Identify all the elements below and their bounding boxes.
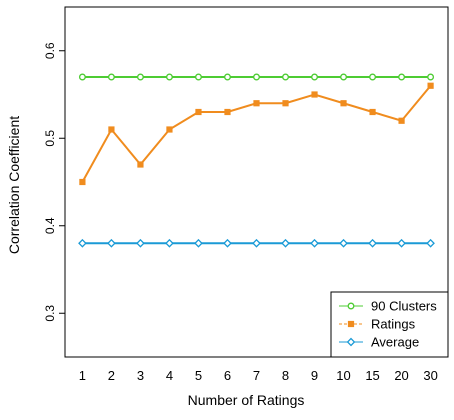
- plot-frame: [64, 6, 449, 358]
- series-2-point: [427, 82, 434, 89]
- series-3-point: [194, 238, 203, 248]
- x-tick-label: 8: [282, 368, 289, 383]
- series-3-point: [107, 238, 116, 248]
- legend-label-1: 90 Clusters: [371, 299, 437, 314]
- y-axis-title: Correlation Coefficient: [6, 116, 22, 254]
- y-tick-label: 0.6: [43, 42, 57, 59]
- series-1-point: [78, 73, 86, 81]
- legend-label-3: Average: [371, 335, 419, 350]
- x-axis-title: Number of Ratings: [188, 392, 305, 408]
- series-3-point: [310, 238, 319, 248]
- series-layer: [78, 73, 435, 248]
- x-tick-label: 20: [394, 368, 408, 383]
- series-3-point: [223, 238, 232, 248]
- series-3-point: [136, 238, 145, 248]
- series-1-point: [195, 73, 202, 81]
- x-tick-label: 4: [166, 368, 173, 383]
- series-2-point: [340, 100, 347, 107]
- series-1-point: [253, 73, 260, 81]
- series-1-point: [427, 73, 435, 81]
- x-tick-label: 9: [311, 368, 318, 383]
- series-2-point: [79, 178, 86, 186]
- series-3-point: [165, 238, 174, 248]
- series-3-point: [252, 238, 261, 248]
- series-2-point: [253, 100, 260, 107]
- series-1-point: [166, 73, 173, 81]
- x-tick-label: 3: [137, 368, 144, 383]
- series-3-point: [339, 238, 348, 248]
- series-2-point: [166, 126, 173, 133]
- series-2-point: [195, 108, 202, 116]
- x-tick-label: 1: [79, 368, 86, 383]
- series-2-point: [311, 91, 318, 98]
- x-tick-label: 2: [108, 368, 115, 383]
- x-tick-label: 15: [365, 368, 379, 383]
- series-2-point: [224, 108, 231, 116]
- legend-marker-1: [347, 302, 355, 310]
- axes-layer: 0.3 0.4 0.5 0.6 1 2 3 4 5 6 7 8 9 10 15 20 30: [43, 6, 449, 383]
- x-tick-label: 7: [253, 368, 260, 383]
- series-1-point: [369, 73, 377, 81]
- series-2-point: [369, 108, 376, 116]
- legend-marker-2: [347, 320, 355, 328]
- series-3-point: [281, 238, 290, 248]
- series-2-point: [398, 117, 405, 124]
- series-1-point: [311, 73, 318, 81]
- y-tick-label: 0.5: [43, 130, 57, 147]
- legend: 90 Clusters Ratings Average: [330, 291, 449, 358]
- series-3-point: [78, 238, 87, 248]
- series-3-point: [368, 238, 377, 248]
- series-1-point: [224, 73, 231, 81]
- x-tick-label: 5: [195, 368, 202, 383]
- series-1-point: [398, 73, 406, 81]
- legend-label-2: Ratings: [371, 317, 416, 332]
- y-tick-label: 0.4: [43, 217, 57, 234]
- series-1-point: [340, 73, 347, 81]
- legend-marker-3: [346, 337, 356, 347]
- series-3-point: [426, 238, 435, 248]
- x-tick-label: 10: [336, 368, 350, 383]
- x-tick-label: 6: [224, 368, 231, 383]
- series-3-point: [397, 238, 406, 248]
- series-1-point: [282, 73, 289, 81]
- series-2-point: [137, 161, 144, 168]
- series-1-point: [136, 73, 144, 81]
- y-tick-label: 0.3: [43, 305, 57, 322]
- x-tick-label: 30: [423, 368, 437, 383]
- series-2-point: [282, 100, 289, 107]
- series-2-point: [108, 126, 115, 133]
- series-1-point: [107, 73, 115, 81]
